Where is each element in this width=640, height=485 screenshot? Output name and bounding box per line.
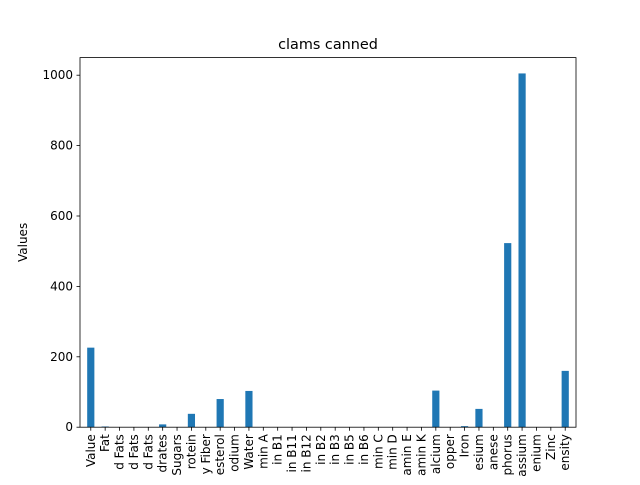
bar: [561, 370, 569, 428]
y-tick-label: 0: [65, 420, 73, 434]
x-tick-label: assium: [515, 434, 529, 477]
y-tick-label: 600: [50, 209, 73, 223]
bar: [460, 426, 469, 428]
bar: [432, 390, 440, 428]
x-tick-label: drates: [156, 434, 170, 472]
y-tick-label: 1000: [42, 68, 73, 82]
x-tick-label: in B11: [285, 434, 299, 472]
bar: [159, 424, 167, 428]
bar: [87, 347, 95, 428]
x-tick-label: d Fats: [127, 434, 141, 470]
x-tick-label: y Fiber: [199, 434, 213, 474]
x-tick-label: esium: [472, 434, 486, 470]
chart-title: clams canned: [278, 37, 378, 53]
x-tick-label: esterol: [213, 434, 227, 475]
x-tick-label: in B12: [299, 434, 313, 472]
plot-frame: [79, 57, 577, 428]
x-tick-label: in B3: [328, 434, 342, 465]
bar: [187, 413, 196, 428]
x-tick-label: d Fats: [141, 434, 155, 470]
x-tick-label: Fat: [98, 434, 112, 452]
x-tick-label: phorus: [501, 434, 515, 475]
x-tick-label: min D: [386, 434, 400, 470]
x-tick-label: ensity: [558, 434, 572, 470]
x-tick-label: Value: [84, 434, 98, 467]
x-tick-label: amin E: [400, 434, 414, 475]
y-axis-label: Values: [16, 223, 30, 262]
x-tick-label: d Fats: [113, 434, 127, 470]
x-tick-label: enium: [529, 434, 543, 472]
x-tick-label: min A: [256, 433, 270, 468]
x-tick-label: Zinc: [544, 434, 558, 460]
x-tick-label: odium: [228, 434, 242, 472]
bar: [245, 390, 253, 428]
x-tick-label: opper: [443, 434, 457, 469]
x-tick-label: rotein: [184, 434, 198, 469]
bar: [475, 408, 483, 428]
x-tick-label: alcium: [429, 434, 443, 474]
x-tick-label: amin K: [414, 433, 428, 476]
x-tick-label: min C: [371, 434, 385, 469]
bar: [216, 399, 224, 428]
bar: [518, 73, 526, 428]
x-tick-label: Iron: [458, 434, 472, 457]
x-axis-ticks: Value Fat d Fats d Fats d Fats drates Sugars ro…: [84, 427, 572, 477]
x-tick-label: in B1: [271, 434, 285, 465]
y-tick-label: 200: [50, 350, 73, 364]
y-tick-label: 800: [50, 139, 73, 153]
x-tick-label: in B2: [314, 434, 328, 465]
x-tick-label: in B5: [343, 434, 357, 465]
bars-group: [87, 73, 569, 428]
x-tick-label: Sugars: [170, 434, 184, 475]
y-tick-label: 400: [50, 279, 73, 293]
x-tick-label: in B6: [357, 434, 371, 465]
x-tick-label: anese: [486, 434, 500, 470]
x-tick-label: Water: [242, 434, 256, 470]
bar: [504, 243, 512, 428]
y-axis-ticks: 0 200 400 600 800 1000: [42, 68, 80, 434]
